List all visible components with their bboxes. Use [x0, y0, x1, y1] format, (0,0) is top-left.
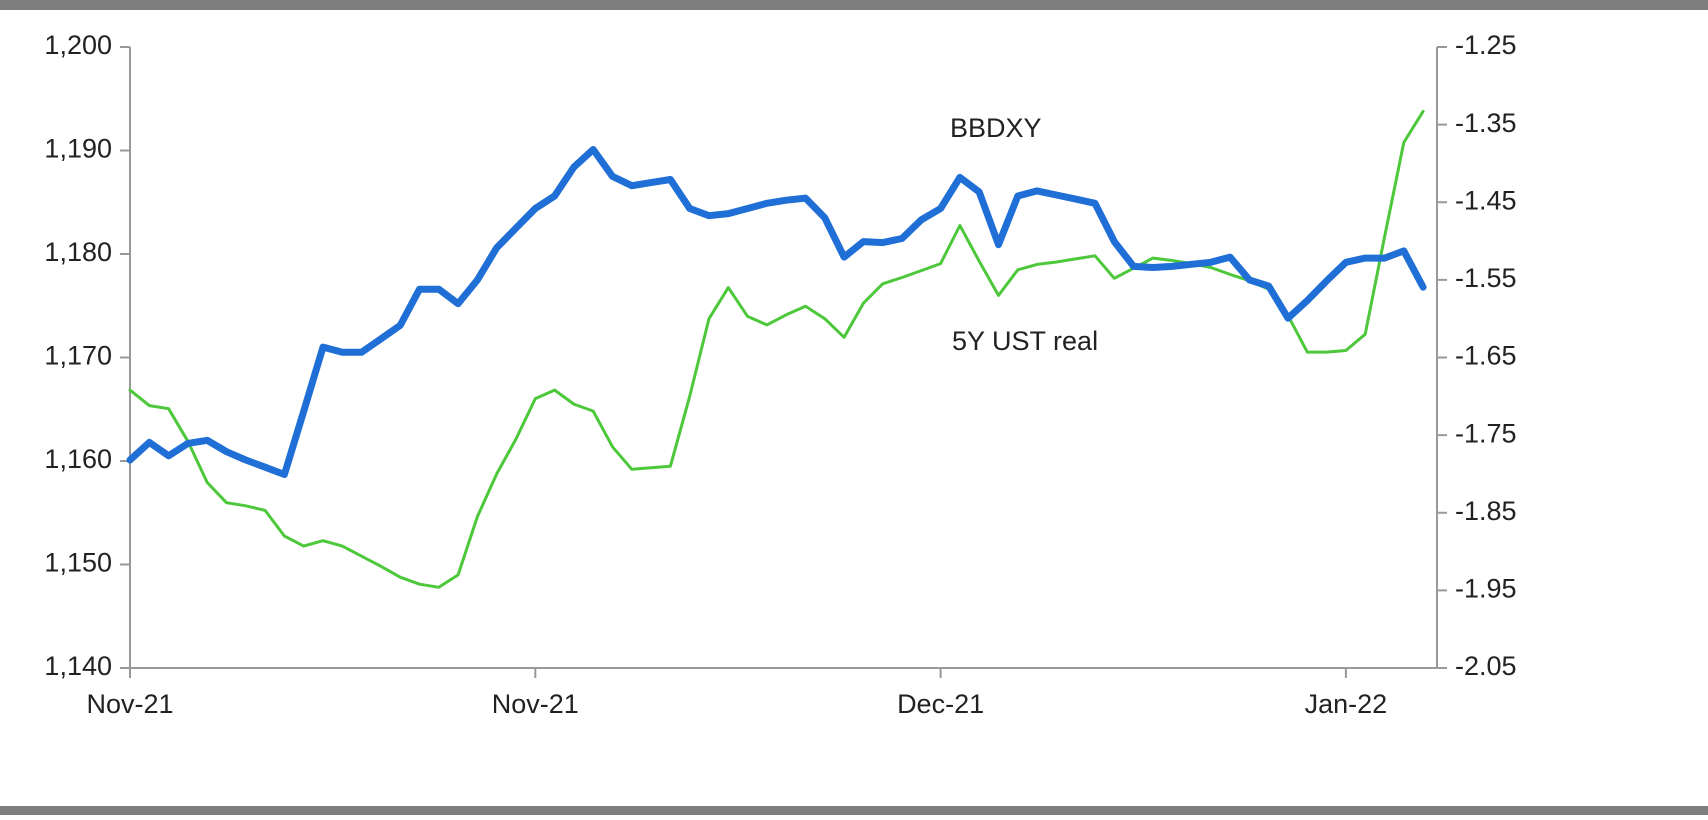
x-tick-label: Nov-21 — [86, 689, 173, 719]
y2-tick-label: -1.55 — [1455, 263, 1517, 293]
x-tick-label: Jan-22 — [1305, 689, 1388, 719]
y-tick-label: 1,160 — [44, 444, 112, 474]
y-tick-label: 1,140 — [44, 651, 112, 681]
series-line — [128, 109, 1425, 589]
y2-tick-label: -1.85 — [1455, 496, 1517, 526]
top-rule — [0, 0, 1708, 10]
annotation: BBDXY — [950, 113, 1042, 143]
y-tick-label: 1,150 — [44, 548, 112, 578]
y-tick-label: 1,200 — [44, 30, 112, 60]
y2-tick-label: -1.65 — [1455, 341, 1517, 371]
y2-tick-label: -1.25 — [1455, 30, 1517, 60]
y2-tick-label: -2.05 — [1455, 651, 1517, 681]
y-tick-label: 1,190 — [44, 134, 112, 164]
annotation: 5Y UST real — [952, 326, 1098, 356]
y-tick-label: 1,180 — [44, 237, 112, 267]
x-tick-label: Dec-21 — [897, 689, 984, 719]
y-tick-label: 1,170 — [44, 341, 112, 371]
bottom-rule — [0, 806, 1708, 815]
y2-tick-label: -1.35 — [1455, 108, 1517, 138]
x-tick-label: Nov-21 — [492, 689, 579, 719]
series-line — [126, 146, 1427, 478]
y2-tick-label: -1.75 — [1455, 418, 1517, 448]
y2-tick-label: -1.45 — [1455, 185, 1517, 215]
y2-tick-label: -1.95 — [1455, 574, 1517, 604]
